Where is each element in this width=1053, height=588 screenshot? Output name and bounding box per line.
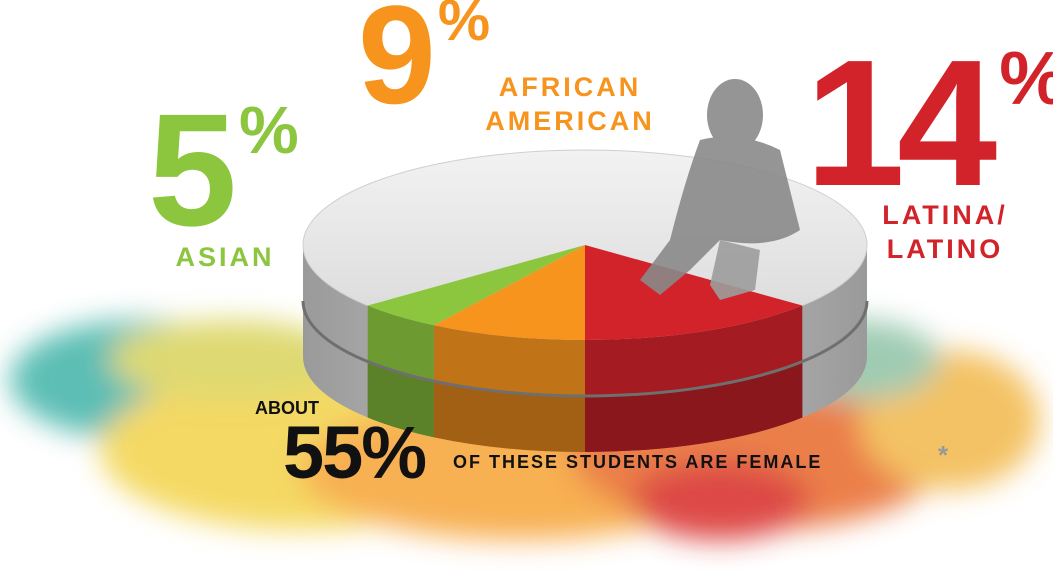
- category-label: LATINA/ LATINO: [860, 198, 1030, 266]
- annotation: OF THESE STUDENTS ARE FEMALE: [453, 452, 822, 473]
- annotation: 55%: [283, 410, 425, 495]
- value-label: 5%: [148, 80, 297, 259]
- category-label: AFRICAN AMERICAN: [440, 70, 700, 138]
- infographic: 5%9%14% ASIANAFRICAN AMERICANLATINA/ LAT…: [0, 0, 1053, 588]
- annotation: *: [938, 440, 948, 471]
- category-label: ASIAN: [150, 240, 300, 274]
- value-label: 14%: [805, 23, 1053, 224]
